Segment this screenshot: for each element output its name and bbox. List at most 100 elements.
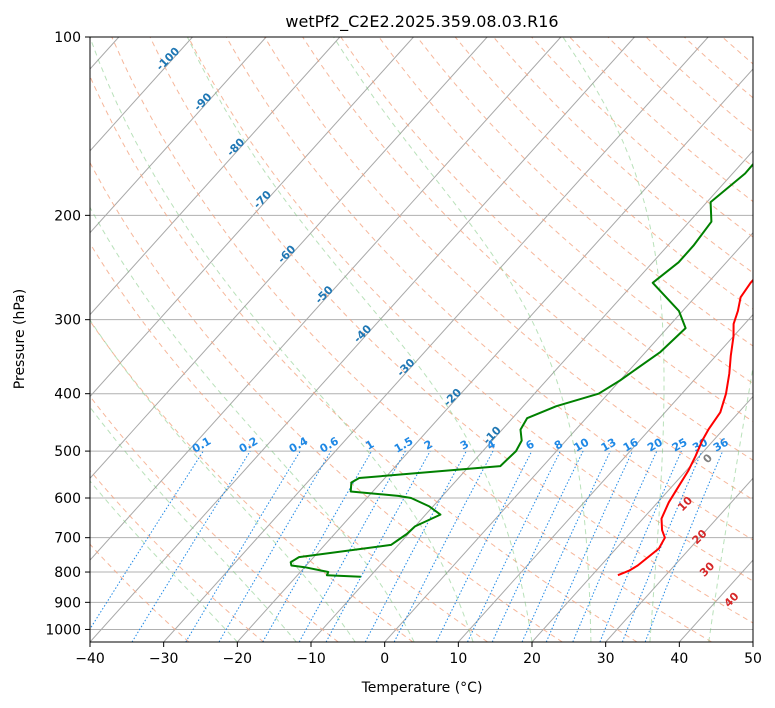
isotherm-line <box>90 37 488 480</box>
dry-adiabat <box>90 320 414 642</box>
dry-adiabat <box>607 37 753 168</box>
mixing-ratio-line <box>364 450 467 642</box>
y-tick-label: 1000 <box>45 622 81 638</box>
isotherm-label: -60 <box>275 242 298 265</box>
mixing-ratio-label: 0.6 <box>318 434 342 455</box>
isotherm-line <box>90 37 414 398</box>
x-tick-label: 10 <box>449 651 467 667</box>
mixing-ratio-label: 13 <box>599 436 619 455</box>
mixing-ratio-label: 36 <box>711 435 731 454</box>
y-tick-label: 200 <box>54 208 81 224</box>
moist-label: 10 <box>675 494 695 514</box>
grid: 0.1 0.2 0.4 0.6 1 1.5 2 3 4 6 8 10 13 16 20 25 30 36-100-… <box>90 37 753 642</box>
y-tick-label: 100 <box>54 30 81 46</box>
dry-adiabat <box>302 37 753 461</box>
dry-adiabat <box>90 161 563 642</box>
mixing-ratio-line <box>572 450 658 642</box>
moist-adiabat <box>90 480 238 642</box>
mixing-ratio-line <box>521 450 611 642</box>
x-tick-label: 0 <box>380 651 389 667</box>
mixing-ratio-line <box>467 450 561 642</box>
chart-title: wetPf2_C2E2.2025.359.08.03.R16 <box>285 12 558 32</box>
mixing-ratio-label: 16 <box>621 435 641 454</box>
mixing-ratio-label: 6 <box>523 437 536 452</box>
isotherm-line <box>531 395 753 642</box>
moist-adiabat <box>90 319 356 642</box>
mixing-ratio-line <box>621 450 703 642</box>
x-tick-label: −30 <box>149 651 179 667</box>
mixing-ratio-line <box>325 450 431 642</box>
isotherm-label: -90 <box>191 90 214 113</box>
y-axis: 100 200 300 400 500 600 700 800 900 1000 <box>45 30 90 638</box>
moist-label: 30 <box>697 559 717 579</box>
mixing-ratio-label: 8 <box>552 438 565 453</box>
dry-adiabat <box>90 75 638 642</box>
mixing-ratio-line <box>131 450 251 642</box>
dry-adiabat <box>683 37 753 99</box>
isotherm-line <box>90 37 341 316</box>
isotherm-label: -70 <box>251 188 274 211</box>
x-tick-label: −40 <box>75 651 105 667</box>
moist-adiabat <box>90 37 474 642</box>
isotherm-label: -50 <box>313 283 336 306</box>
isotherm-label: -100 <box>154 44 183 73</box>
mixing-ratio-line <box>393 450 494 642</box>
isotherm-line <box>90 37 193 152</box>
y-tick-label: 400 <box>54 387 81 403</box>
isotherm-line <box>90 37 267 234</box>
isotherm-line <box>605 477 753 642</box>
mixing-ratio-line <box>185 450 301 642</box>
y-tick-label: 900 <box>54 595 81 611</box>
isotherm-label: -20 <box>441 386 464 409</box>
dry-adiabat <box>645 37 753 133</box>
moist-label: 0 <box>700 451 715 466</box>
dry-adiabat <box>149 37 753 624</box>
dry-adiabat <box>531 37 753 238</box>
dry-adiabat <box>378 37 753 385</box>
y-axis-label: Pressure (hPa) <box>12 289 28 389</box>
moist-label: 40 <box>722 590 742 610</box>
mixing-ratio-label: 0.4 <box>287 434 311 455</box>
isotherm-label: -80 <box>224 135 247 158</box>
mixing-ratio-line <box>599 450 682 642</box>
dry-adiabat <box>111 37 712 642</box>
x-axis: −40 −30 −20 −10 0 10 20 30 40 50 <box>75 642 762 667</box>
mixing-ratio-label: 2 <box>422 438 435 453</box>
dry-adiabat <box>90 543 190 642</box>
mixing-ratio-label: 0.1 <box>190 435 213 456</box>
dry-adiabat <box>90 395 339 642</box>
isotherm-line <box>752 641 753 642</box>
x-tick-label: −10 <box>296 651 326 667</box>
isotherm-line <box>236 68 753 642</box>
x-tick-label: 50 <box>744 651 762 667</box>
mixing-ratio-line <box>435 450 533 642</box>
dewpoint-profile <box>289 162 753 578</box>
x-tick-label: 30 <box>597 651 615 667</box>
mixing-ratio-line <box>644 450 724 642</box>
isotherm-label: -30 <box>394 356 417 379</box>
isotherm-line <box>457 313 753 642</box>
moist-adiabat <box>333 37 592 642</box>
dry-adiabat <box>225 37 753 541</box>
dry-adiabat <box>187 37 753 582</box>
mixing-ratio-line <box>491 450 584 642</box>
isotherm-line <box>678 559 753 642</box>
x-axis-label: Temperature (°C) <box>361 680 483 696</box>
y-tick-label: 300 <box>54 313 81 329</box>
isotherm-line <box>90 37 635 642</box>
moist-adiabat <box>90 206 415 642</box>
y-tick-label: 500 <box>54 444 81 460</box>
isotherm-line <box>163 37 709 642</box>
y-tick-label: 800 <box>54 565 81 581</box>
mixing-ratio-line <box>298 450 406 642</box>
isotherm-label: -10 <box>481 424 504 447</box>
x-tick-label: 20 <box>523 651 541 667</box>
mixing-ratio-label: 1.5 <box>392 435 415 456</box>
dry-adiabat <box>90 469 264 642</box>
mixing-ratio-label: 1 <box>363 438 376 453</box>
x-tick-label: −20 <box>223 651 253 667</box>
mixing-ratio-label: 3 <box>458 438 471 453</box>
plot-frame <box>89 36 754 643</box>
mixing-ratio-line <box>545 450 633 642</box>
